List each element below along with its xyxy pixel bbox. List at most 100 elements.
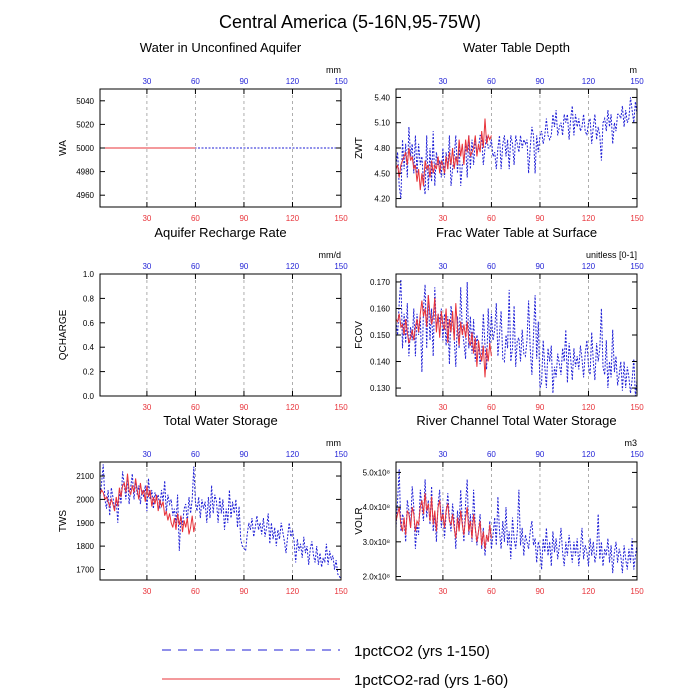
x-tick-label-top: 30	[438, 262, 447, 271]
x-tick-label-top: 30	[142, 450, 151, 459]
y-tick-label: 4.50	[374, 169, 390, 178]
y-tick-label: 0.170	[370, 278, 391, 287]
x-tick-label-bottom: 120	[582, 587, 596, 596]
series-line-0	[396, 279, 637, 396]
y-axis-label: QCHARGE	[58, 309, 69, 360]
x-tick-label-bottom: 120	[582, 403, 596, 412]
chart-title: Total Water Storage	[163, 413, 277, 428]
x-tick-label-bottom: 120	[582, 214, 596, 223]
x-tick-label-bottom: 120	[286, 214, 300, 223]
series-line-0	[396, 469, 637, 573]
x-tick-label-top: 120	[286, 262, 300, 271]
x-tick-label-bottom: 30	[142, 403, 151, 412]
y-tick-label: 0.140	[370, 358, 391, 367]
x-tick-label-bottom: 30	[142, 587, 151, 596]
chart-title: Water in Unconfined Aquifer	[140, 40, 302, 55]
series-line-0	[396, 97, 637, 198]
x-tick-label-top: 120	[286, 77, 300, 86]
y-tick-label: 2.0x10⁸	[363, 573, 390, 582]
units-label: mm	[326, 438, 341, 448]
y-tick-label: 5.40	[374, 93, 390, 102]
y-tick-label: 4960	[76, 191, 94, 200]
legend-label: 1pctCO2-rad (yrs 1-60)	[354, 672, 508, 689]
x-tick-label-bottom: 60	[487, 214, 496, 223]
x-tick-label-bottom: 90	[239, 403, 248, 412]
x-tick-label-bottom: 60	[191, 214, 200, 223]
figure-title: Central America (5-16N,95-75W)	[219, 12, 481, 32]
chart-panel: 0.00.20.40.60.81.030 60 90 120 15030 60 90 120 1…	[58, 225, 348, 412]
x-tick-label-top: 150	[630, 262, 644, 271]
chart-panel: 4960 4980 5000 5020 5040 30 60 90 120 150 30 60 90 12…	[58, 40, 348, 223]
x-tick-label-bottom: 60	[487, 587, 496, 596]
x-tick-label-bottom: 30	[438, 587, 447, 596]
x-tick-label-bottom: 60	[191, 403, 200, 412]
y-tick-label: 5.10	[374, 119, 390, 128]
plot-frame	[396, 462, 637, 580]
chart-panel: 2.0x10⁸ 3.0x10⁸ 4.0x10⁸ 5.0x10⁸ 30 60 90 120 150…	[354, 413, 644, 596]
x-tick-label-bottom: 150	[630, 403, 644, 412]
x-tick-label-top: 60	[487, 262, 496, 271]
y-tick-label: 0.160	[370, 304, 391, 313]
x-tick-label-top: 60	[191, 262, 200, 271]
y-tick-label: 5040	[76, 97, 94, 106]
figure-canvas: Central America (5-16N,95-75W) 496049805…	[0, 0, 700, 700]
x-tick-label-top: 120	[582, 77, 596, 86]
x-tick-label-top: 30	[438, 77, 447, 86]
plot-frame	[396, 274, 637, 396]
x-tick-label-top: 30	[142, 77, 151, 86]
y-tick-label: 5.0x10⁸	[363, 468, 390, 477]
x-tick-label-bottom: 150	[630, 214, 644, 223]
y-tick-label: 4.0x10⁸	[363, 503, 390, 512]
x-tick-label-bottom: 90	[239, 214, 248, 223]
y-tick-label: 1.0	[83, 270, 95, 279]
y-tick-label: 0.6	[83, 319, 95, 328]
x-tick-label-top: 90	[535, 77, 544, 86]
chart-panel: 0.130 0.140 0.150 0.160 0.170 30 60 90 120 150 30 6…	[354, 225, 644, 412]
x-tick-label-top: 60	[191, 450, 200, 459]
units-label: m3	[624, 438, 637, 448]
x-tick-label-top: 90	[239, 262, 248, 271]
y-tick-label: 4.20	[374, 195, 390, 204]
x-tick-label-bottom: 30	[438, 403, 447, 412]
x-tick-label-bottom: 60	[487, 403, 496, 412]
x-tick-label-top: 60	[487, 77, 496, 86]
x-tick-label-bottom: 150	[334, 214, 348, 223]
x-tick-label-top: 60	[191, 77, 200, 86]
y-tick-label: 0.130	[370, 384, 391, 393]
x-tick-label-top: 90	[239, 450, 248, 459]
x-tick-label-bottom: 90	[535, 214, 544, 223]
y-tick-label: 1800	[76, 542, 94, 551]
y-axis-label: TWS	[58, 510, 69, 533]
y-tick-label: 0.4	[83, 343, 95, 352]
x-tick-label-bottom: 90	[535, 587, 544, 596]
x-tick-label-bottom: 30	[438, 214, 447, 223]
chart-panel: 1700 1800 1900 2000 2100 30 60 90 120 150 30 60 90 12…	[58, 413, 348, 596]
x-tick-label-top: 90	[535, 262, 544, 271]
units-label: m	[630, 65, 638, 75]
x-tick-label-top: 150	[630, 450, 644, 459]
y-tick-label: 4.80	[374, 144, 390, 153]
x-tick-label-bottom: 120	[286, 587, 300, 596]
x-tick-label-top: 150	[630, 77, 644, 86]
legend: 1pctCO2 (yrs 1-150) 1pctCO2-rad (yrs 1-6…	[162, 643, 508, 689]
y-tick-label: 2100	[76, 472, 94, 481]
x-tick-label-top: 90	[239, 77, 248, 86]
x-tick-label-top: 90	[535, 450, 544, 459]
chart-panels: 4960 4980 5000 5020 5040 30 60 90 120 150 30 60 90 12…	[58, 40, 644, 596]
y-tick-label: 0.2	[83, 368, 95, 377]
units-label: unitless [0-1]	[586, 250, 637, 260]
x-tick-label-top: 150	[334, 77, 348, 86]
y-axis-label: WA	[58, 140, 69, 156]
x-tick-label-bottom: 60	[191, 587, 200, 596]
x-tick-label-bottom: 150	[334, 403, 348, 412]
x-tick-label-top: 60	[487, 450, 496, 459]
series-line-1	[396, 493, 491, 549]
y-tick-label: 5000	[76, 144, 94, 153]
y-tick-label: 0.150	[370, 331, 391, 340]
chart-title: River Channel Total Water Storage	[416, 413, 616, 428]
y-axis-label: ZWT	[354, 137, 365, 159]
y-axis-label: FCOV	[354, 321, 365, 349]
chart-title: Water Table Depth	[463, 40, 570, 55]
x-tick-label-top: 30	[438, 450, 447, 459]
y-tick-label: 0.8	[83, 294, 95, 303]
